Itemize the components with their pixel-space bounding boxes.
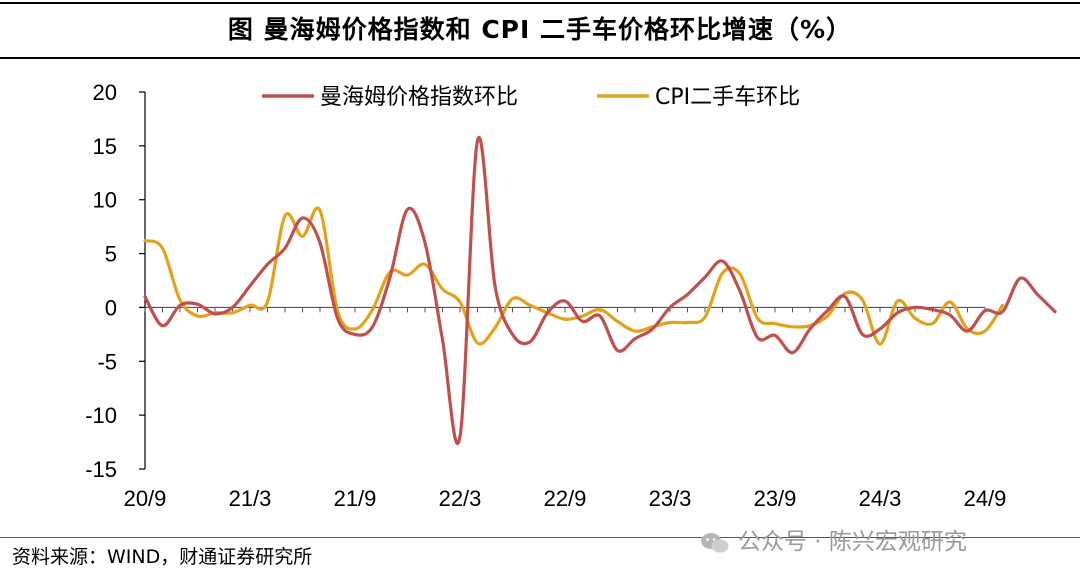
x-tick-label: 23/3	[649, 486, 692, 511]
x-tick-label: 23/9	[754, 486, 797, 511]
y-tick-label: 0	[105, 295, 117, 320]
x-tick-label: 21/3	[229, 486, 272, 511]
y-tick-label: 10	[93, 188, 117, 213]
chart-title: 图 曼海姆价格指数和 CPI 二手车价格环比增速（%）	[227, 15, 853, 44]
x-tick-label: 22/3	[439, 486, 482, 511]
title-rule-top	[0, 2, 1080, 4]
x-tick-label: 21/9	[334, 486, 377, 511]
x-tick-label: 24/3	[859, 486, 902, 511]
series-line-cpi	[143, 206, 1005, 346]
y-tick-label: -15	[85, 457, 117, 482]
footer-rule	[0, 537, 1080, 538]
line-chart: -15 -10 -5 0 5 10 15 20 20/9 21/3 21/9 22/3 22/9 23/3…	[85, 80, 1057, 511]
y-tick-label: 15	[93, 134, 117, 159]
legend-item-cpi-label: CPI二手车环比	[655, 85, 800, 110]
x-tick-label: 24/9	[964, 486, 1007, 511]
watermark: 公众号 · 陈兴宏观研究	[700, 522, 967, 556]
source-note: 资料来源：WIND，财通证券研究所	[12, 546, 313, 568]
series-line-manheim	[143, 135, 1057, 446]
y-tick-label: 5	[105, 242, 117, 267]
watermark-text: 公众号 · 陈兴宏观研究	[738, 529, 967, 555]
title-bar: 图 曼海姆价格指数和 CPI 二手车价格环比增速（%）	[0, 0, 1080, 59]
x-tick-label: 20/9	[124, 486, 167, 511]
y-tick-label: -10	[85, 403, 117, 428]
wechat-icon	[701, 532, 729, 552]
x-tick-label: 22/9	[544, 486, 587, 511]
legend-item-manheim-label: 曼海姆价格指数环比	[320, 85, 518, 110]
title-rule-bottom	[0, 57, 1080, 59]
y-tick-label: 20	[93, 80, 117, 105]
y-tick-label: -5	[97, 349, 117, 374]
